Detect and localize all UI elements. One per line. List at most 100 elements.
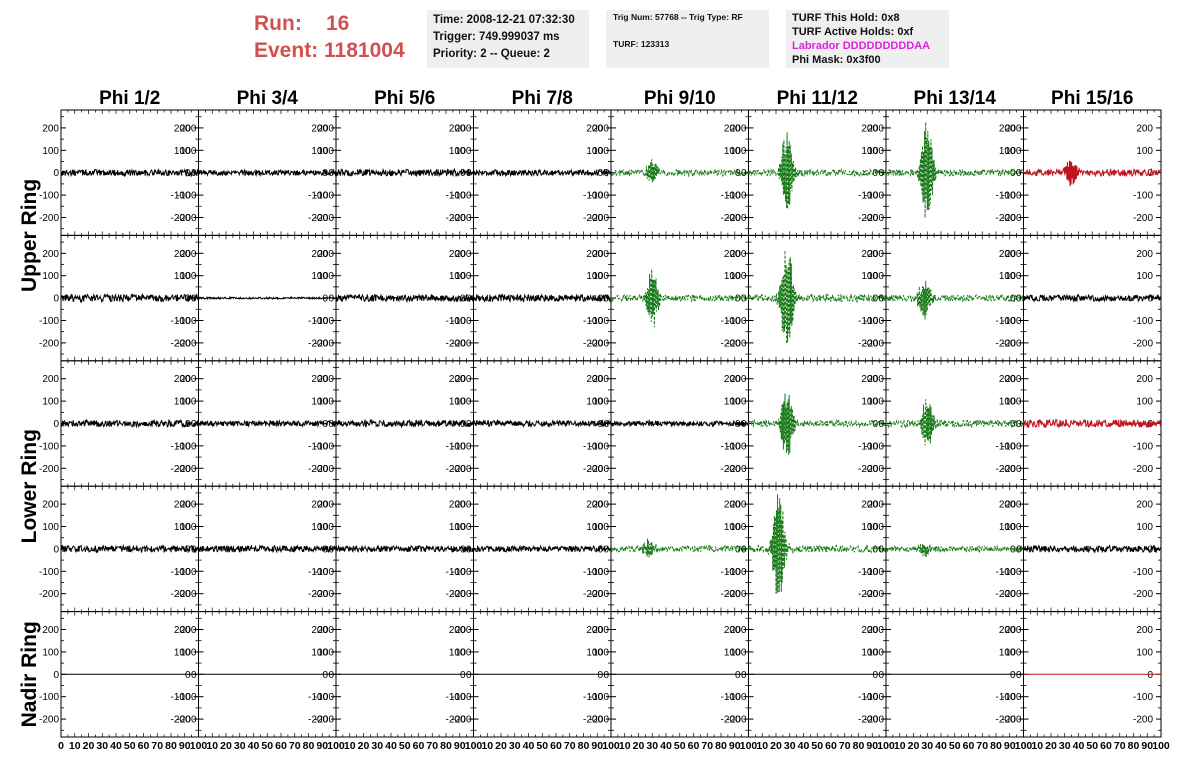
y-tick-label-left: 0: [53, 294, 59, 305]
y-tick-label-left: 100: [730, 522, 747, 533]
y-tick-label-left: -100: [314, 191, 334, 202]
y-tick-label-right: -100: [858, 692, 878, 703]
y-tick-label-left: -200: [176, 338, 196, 349]
x-tick-label: 40: [1073, 740, 1085, 752]
y-tick-label-right: -200: [170, 464, 190, 475]
x-tick-label: 40: [523, 740, 535, 752]
x-tick-label: 100: [740, 740, 758, 752]
turf-hold-text: TURF This Hold: 0x8: [792, 12, 900, 24]
y-tick-label-right: 200: [999, 123, 1016, 134]
y-tick-label-right: -200: [1133, 213, 1153, 224]
y-tick-label-left: -100: [589, 441, 609, 452]
y-tick-label-right: -200: [720, 589, 740, 600]
y-tick-label-left: 100: [180, 271, 197, 282]
y-tick-label-left: 100: [455, 522, 472, 533]
y-tick-label-right: 100: [861, 522, 878, 533]
y-tick-label-right: -100: [170, 191, 190, 202]
y-tick-label-left: -100: [1001, 567, 1021, 578]
y-tick-label-right: 0: [460, 294, 466, 305]
y-tick-label-left: 0: [878, 419, 884, 430]
y-tick-label-left: 0: [328, 168, 334, 179]
y-tick-label-left: 0: [878, 544, 884, 555]
y-tick-label-right: -100: [720, 441, 740, 452]
waveform-trace: [198, 295, 337, 301]
y-tick-label-left: 200: [180, 500, 197, 511]
y-tick-label-left: 100: [42, 271, 59, 282]
y-tick-label-left: -200: [451, 715, 471, 726]
y-tick-label-left: 200: [730, 123, 747, 134]
y-tick-label-right: 100: [311, 397, 328, 408]
y-tick-label-right: 100: [311, 522, 328, 533]
x-tick-label: 70: [289, 740, 301, 752]
x-tick-label: 50: [261, 740, 273, 752]
y-tick-label-left: 200: [180, 374, 197, 385]
y-tick-label-right: 100: [724, 397, 741, 408]
turf-text: TURF: 123313: [613, 39, 670, 49]
waveform-trace: [748, 132, 887, 210]
y-tick-label-left: 0: [53, 544, 59, 555]
y-tick-label-right: -100: [995, 316, 1015, 327]
y-tick-label-left: 100: [730, 647, 747, 658]
y-tick-label-left: 200: [867, 500, 884, 511]
y-tick-label-left: -200: [864, 715, 884, 726]
waveform-trace: [610, 269, 749, 328]
y-tick-label-left: 100: [592, 647, 609, 658]
y-tick-label-right: -100: [445, 692, 465, 703]
x-tick-label: 20: [220, 740, 232, 752]
y-tick-label-right: 200: [311, 500, 328, 511]
waveform-trace: [885, 280, 1024, 320]
y-tick-label-left: 200: [867, 625, 884, 636]
y-tick-label-right: -100: [720, 692, 740, 703]
y-tick-label-left: 100: [180, 522, 197, 533]
y-tick-label-left: 100: [730, 146, 747, 157]
waveform-trace: [335, 293, 474, 304]
y-tick-label-left: -200: [589, 715, 609, 726]
x-tick-label: 60: [825, 740, 837, 752]
y-tick-label-right: 100: [174, 146, 191, 157]
x-tick-label: 40: [385, 740, 397, 752]
run-line: Run: 16: [254, 10, 405, 37]
x-tick-label: 60: [138, 740, 150, 752]
waveform-trace: [473, 419, 612, 428]
run-label: Run:: [254, 12, 302, 35]
x-tick-label: 70: [1114, 740, 1126, 752]
y-tick-label-right: -200: [445, 715, 465, 726]
y-tick-label-left: 0: [328, 419, 334, 430]
y-tick-label-right: -100: [858, 316, 878, 327]
y-tick-label-left: -200: [39, 715, 59, 726]
y-tick-label-left: -100: [39, 191, 59, 202]
y-tick-label-right: 0: [872, 168, 878, 179]
y-tick-label-right: 200: [586, 374, 603, 385]
row-title: Lower Ring: [18, 429, 41, 543]
x-tick-label: 100: [327, 740, 345, 752]
y-tick-label-left: 0: [191, 168, 197, 179]
y-tick-label-right: 200: [724, 249, 741, 260]
y-tick-label-right: -200: [1133, 715, 1153, 726]
y-tick-label-left: 200: [730, 249, 747, 260]
y-tick-label-left: -200: [726, 338, 746, 349]
y-tick-label-left: 0: [741, 419, 747, 430]
y-tick-label-left: -200: [314, 464, 334, 475]
y-tick-label-right: 100: [1136, 647, 1153, 658]
y-tick-label-right: 0: [1147, 294, 1153, 305]
y-tick-label-left: -200: [176, 715, 196, 726]
y-tick-label-left: 0: [1016, 419, 1022, 430]
y-tick-label-right: 100: [174, 397, 191, 408]
y-tick-label-left: -100: [589, 692, 609, 703]
y-tick-label-left: 0: [328, 670, 334, 681]
y-tick-label-right: 100: [311, 146, 328, 157]
x-tick-label: 70: [839, 740, 851, 752]
waveform-trace: [885, 543, 1024, 557]
y-tick-label-right: -200: [858, 715, 878, 726]
turf-active-text: TURF Active Holds: 0xf: [792, 26, 914, 38]
y-tick-label-right: -200: [720, 464, 740, 475]
waveform-trace: [885, 399, 1024, 446]
y-tick-label-right: -100: [308, 692, 328, 703]
y-tick-label-right: 200: [586, 123, 603, 134]
y-tick-label-left: 100: [1005, 647, 1022, 658]
x-tick-label: 10: [1031, 740, 1043, 752]
x-tick-label: 50: [536, 740, 548, 752]
y-tick-label-right: -200: [445, 213, 465, 224]
y-tick-label-left: 100: [592, 522, 609, 533]
y-tick-label-left: 200: [455, 500, 472, 511]
